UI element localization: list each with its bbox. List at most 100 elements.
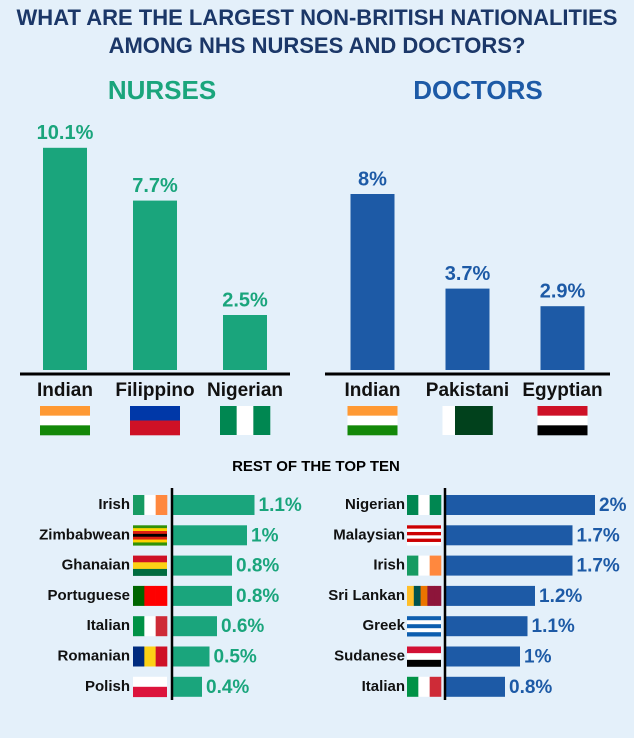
- category-label: Zimbabwean: [39, 526, 130, 543]
- category-label: Greek: [362, 617, 405, 634]
- bar: [445, 676, 505, 697]
- bar: [540, 306, 585, 370]
- flag-stripe: [133, 676, 167, 688]
- category-label: Portuguese: [47, 587, 130, 604]
- bar: [445, 288, 490, 370]
- flag-stripe: [133, 686, 167, 698]
- value-label: 10.1%: [37, 122, 94, 144]
- value-label: 0.8%: [509, 677, 552, 698]
- value-label: 2.9%: [540, 280, 586, 302]
- flag-stripe: [537, 425, 588, 436]
- flag-stripe: [130, 406, 180, 421]
- category-label: Pakistani: [426, 380, 509, 401]
- flag-stripe: [407, 659, 441, 667]
- flag-stripe: [407, 646, 441, 654]
- category-label: Ghanaian: [62, 557, 130, 574]
- flag-stripe: [537, 406, 588, 416]
- value-label: 1%: [251, 525, 279, 546]
- flag-stripe: [133, 568, 167, 576]
- flag-stripe: [236, 406, 254, 435]
- flag-stripe: [347, 415, 398, 426]
- flag-stripe: [407, 535, 441, 539]
- flag-stripe: [133, 646, 145, 667]
- value-label: 3.7%: [445, 263, 491, 285]
- chart-title: NURSES: [108, 75, 216, 105]
- flag-stripe: [347, 406, 398, 416]
- flag-stripe: [133, 539, 167, 543]
- flag-stripe: [407, 528, 441, 533]
- chart-title: DOCTORS: [413, 75, 543, 105]
- category-label: Sri Lankan: [328, 587, 405, 604]
- bar: [172, 585, 232, 606]
- category-label: Italian: [362, 678, 405, 695]
- value-label: 1.2%: [539, 586, 582, 607]
- flag-stripe: [434, 585, 442, 606]
- value-label: 0.8%: [236, 586, 279, 607]
- flag-stripe: [480, 406, 493, 435]
- category-label: Irish: [98, 496, 130, 513]
- value-label: 2.5%: [222, 289, 268, 311]
- flag-stripe: [407, 541, 441, 546]
- flag-stripe: [467, 406, 481, 435]
- flag-stripe: [155, 495, 168, 515]
- value-label: 1.1%: [532, 616, 575, 637]
- flag-stripe: [155, 585, 168, 606]
- flag-stripe: [429, 555, 442, 576]
- category-label: Sudanese: [334, 647, 405, 664]
- category-label: Indian: [345, 380, 401, 401]
- category-label: Irish: [373, 557, 405, 574]
- bar: [43, 147, 87, 370]
- value-label: 1.7%: [577, 525, 620, 546]
- flag-stripe: [407, 525, 441, 529]
- flag-stripe: [407, 495, 419, 515]
- flag-stripe: [407, 531, 441, 536]
- flag-stripe: [420, 585, 428, 606]
- bar: [133, 200, 177, 370]
- flag-stripe: [407, 632, 441, 637]
- flag-stripe: [133, 533, 167, 538]
- category-label: Romanian: [57, 647, 130, 664]
- bar: [445, 495, 595, 515]
- flag-stripe: [418, 676, 430, 697]
- value-label: 8%: [358, 168, 387, 190]
- flag-stripe: [418, 555, 430, 576]
- category-label: Filippino: [115, 380, 194, 401]
- category-label: Nigerian: [207, 380, 283, 401]
- category-label: Nigerian: [345, 496, 405, 513]
- flag-stripe: [413, 585, 421, 606]
- flag-stripe: [144, 616, 156, 637]
- flag-stripe: [407, 585, 415, 606]
- category-label: Malaysian: [333, 526, 405, 543]
- bar: [445, 525, 573, 546]
- flag-stripe: [155, 616, 168, 637]
- flag-stripe: [442, 406, 456, 435]
- flag-stripe: [407, 620, 441, 625]
- value-label: 1%: [524, 647, 552, 668]
- flag-stripe: [429, 676, 442, 697]
- flag-stripe: [429, 495, 442, 515]
- flag-stripe: [133, 562, 167, 570]
- value-label: 0.6%: [221, 616, 264, 637]
- value-label: 1.7%: [577, 556, 620, 577]
- value-label: 0.4%: [206, 677, 249, 698]
- category-label: Egyptian: [522, 380, 602, 401]
- flag-stripe: [133, 616, 145, 637]
- flag-stripe: [144, 646, 156, 667]
- flag-stripe: [133, 495, 145, 515]
- flag-stripe: [133, 585, 145, 606]
- main-title: WHAT ARE THE LARGEST NON-BRITISH NATIONA…: [16, 5, 618, 58]
- bar: [172, 616, 217, 637]
- flag-stripe: [40, 425, 90, 436]
- flag-stripe: [407, 628, 441, 633]
- bar: [445, 585, 535, 606]
- bar: [172, 555, 232, 576]
- flag-stripe: [133, 555, 167, 563]
- bar: [445, 616, 528, 637]
- flag-stripe: [40, 406, 90, 416]
- flag-stripe: [130, 420, 180, 436]
- flag-stripe: [407, 538, 441, 543]
- flag-stripe: [347, 425, 398, 436]
- bar: [223, 315, 267, 370]
- flag-stripe: [407, 653, 441, 661]
